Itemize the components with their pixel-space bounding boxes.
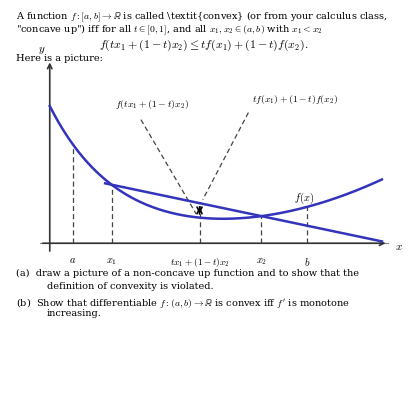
Text: $x_2$: $x_2$ (256, 257, 267, 267)
Text: $a$: $a$ (69, 257, 76, 265)
Text: Here is a picture:: Here is a picture: (16, 54, 103, 63)
Text: $tx_1+(1-t)x_2$: $tx_1+(1-t)x_2$ (170, 257, 229, 269)
Text: $b$: $b$ (304, 257, 310, 269)
Text: definition of convexity is violated.: definition of convexity is violated. (47, 282, 213, 291)
Text: $f(tx_1+(1-t)x_2)\leq tf(x_1)+(1-t)f(x_2).$: $f(tx_1+(1-t)x_2)\leq tf(x_1)+(1-t)f(x_2… (99, 38, 309, 53)
Text: $x_1$: $x_1$ (106, 257, 117, 267)
Text: $f(tx_1+(1-t)x_2)$: $f(tx_1+(1-t)x_2)$ (115, 98, 189, 111)
Text: (a)  draw a picture of a non-concave up function and to show that the: (a) draw a picture of a non-concave up f… (16, 269, 359, 279)
Text: $f(x)$: $f(x)$ (294, 191, 314, 206)
Text: (b)  Show that differentiable $f:(a,b)\to\mathbb{R}$ is convex iff $f'$ is monot: (b) Show that differentiable $f:(a,b)\to… (16, 296, 350, 310)
Text: $tf(x_1)+(1-t)f(x_2)$: $tf(x_1)+(1-t)f(x_2)$ (252, 93, 338, 105)
Text: A function $f:[a,b]\to\mathbb{R}$ is called \textit{convex} (or from your calcul: A function $f:[a,b]\to\mathbb{R}$ is cal… (16, 10, 388, 24)
Text: $x$: $x$ (395, 242, 403, 252)
Text: increasing.: increasing. (47, 309, 102, 318)
Text: $y$: $y$ (38, 45, 45, 56)
Text: "concave up") iff for all $t\in[0,1]$, and all $x_1,x_2\in(a,b)$ with $x_1<x_2$: "concave up") iff for all $t\in[0,1]$, a… (16, 23, 323, 38)
